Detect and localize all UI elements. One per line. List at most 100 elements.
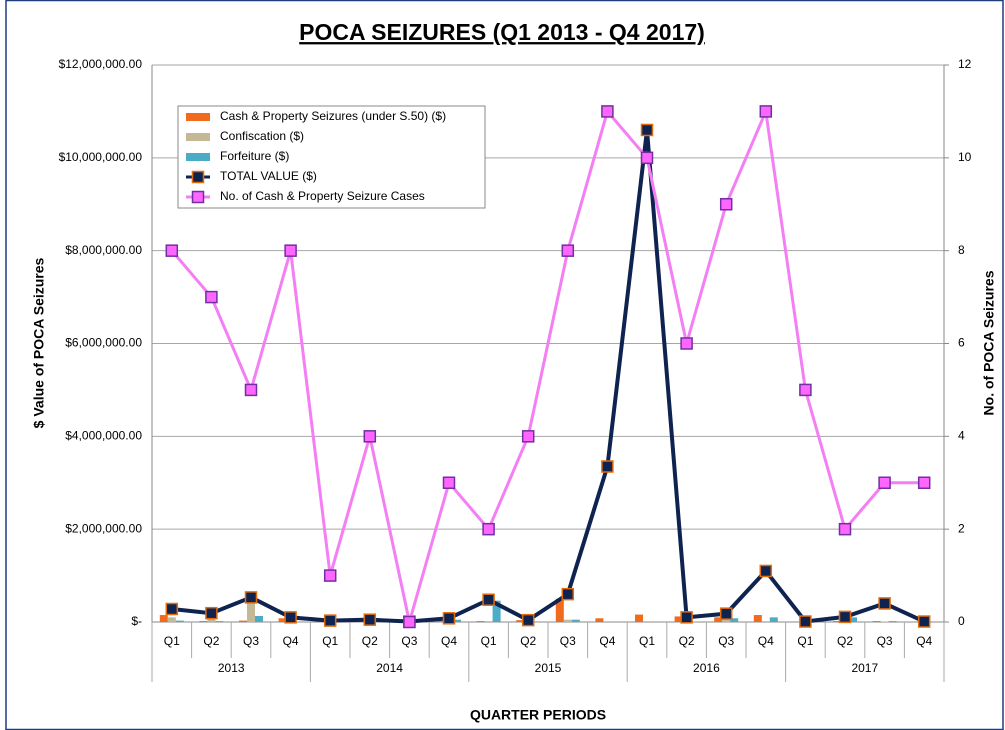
y-tick-label: $2,000,000.00 — [65, 521, 142, 535]
marker — [521, 613, 535, 627]
marker — [838, 610, 852, 624]
legend-marker — [191, 190, 205, 204]
marker — [442, 612, 456, 625]
bar — [571, 619, 580, 622]
marker — [165, 602, 179, 616]
bar — [215, 621, 224, 622]
marker — [719, 607, 733, 620]
marker — [403, 615, 416, 629]
marker — [284, 611, 297, 624]
bar — [849, 617, 857, 622]
x-tick-label: Q1 — [639, 634, 655, 648]
x-tick-label: Q3 — [877, 634, 893, 648]
x-tick-label: Q3 — [718, 634, 734, 648]
bar — [595, 618, 604, 622]
marker — [521, 430, 535, 443]
bar — [453, 619, 461, 622]
y2-tick-label: 6 — [958, 336, 965, 350]
year-label: 2015 — [535, 661, 562, 675]
y2-tick-label: 4 — [958, 429, 965, 443]
x-tick-label: Q4 — [758, 634, 774, 648]
marker — [165, 244, 179, 257]
bar — [492, 600, 501, 622]
marker — [323, 614, 337, 627]
bar — [476, 621, 485, 622]
x-tick-label: Q1 — [164, 634, 180, 648]
marker — [838, 522, 852, 536]
bar — [722, 619, 731, 622]
year-label: 2013 — [218, 661, 245, 675]
year-label: 2017 — [851, 661, 878, 675]
y-tick-label: $4,000,000.00 — [65, 429, 142, 443]
y-tick-label: $12,000,000.00 — [59, 57, 143, 71]
marker — [284, 244, 297, 257]
marker — [917, 615, 931, 628]
marker — [561, 244, 575, 257]
bar — [833, 621, 841, 622]
y-tick-label: $- — [131, 614, 142, 628]
bar — [555, 598, 564, 622]
marker — [244, 591, 258, 604]
marker — [799, 615, 812, 628]
bar — [278, 618, 287, 622]
legend-label: Forfeiture ($) — [220, 149, 289, 163]
marker — [878, 476, 891, 489]
marker — [759, 564, 773, 578]
x-tick-label: Q1 — [481, 634, 497, 648]
line-series — [170, 105, 925, 623]
x-tick-label: Q3 — [560, 634, 576, 648]
bar — [516, 620, 525, 622]
x-tick-label: Q3 — [401, 634, 417, 648]
year-label: 2014 — [376, 661, 403, 675]
legend-swatch — [186, 133, 210, 141]
marker — [363, 613, 377, 626]
legend-marker — [191, 170, 205, 184]
bar — [753, 615, 762, 622]
x-tick-label: Q4 — [441, 634, 457, 648]
y2-tick-label: 0 — [958, 614, 965, 628]
x-tick-label: Q4 — [916, 634, 932, 648]
marker — [482, 593, 495, 606]
marker — [244, 383, 258, 397]
marker — [680, 611, 693, 624]
marker — [917, 476, 931, 489]
y2-tick-label: 8 — [958, 243, 965, 257]
bar — [175, 620, 184, 622]
y-tick-label: $10,000,000.00 — [59, 150, 143, 164]
bar — [247, 603, 255, 622]
marker — [205, 606, 218, 620]
bar — [769, 617, 778, 622]
bar — [714, 617, 723, 622]
bar — [167, 617, 176, 622]
x-tick-label: Q4 — [599, 634, 615, 648]
x-tick-label: Q2 — [837, 634, 853, 648]
marker — [680, 337, 693, 350]
legend-swatch — [186, 113, 210, 121]
x-axis-label: QUARTER PERIODS — [470, 707, 606, 723]
line-series — [171, 129, 926, 624]
x-tick-label: Q4 — [283, 634, 299, 648]
year-label: 2016 — [693, 661, 720, 675]
bar — [635, 614, 643, 622]
marker — [640, 151, 654, 165]
x-tick-label: Q2 — [362, 634, 378, 648]
legend-box — [177, 105, 486, 209]
marker — [561, 587, 575, 601]
x-tick-label: Q3 — [243, 634, 259, 648]
marker — [205, 290, 218, 304]
x-tick-label: Q2 — [203, 634, 219, 648]
bar — [199, 621, 208, 622]
bar — [872, 621, 881, 622]
marker — [719, 198, 733, 211]
bar — [255, 615, 263, 622]
marker — [799, 383, 812, 397]
legend-label: No. of Cash & Property Seizure Cases — [220, 189, 425, 203]
marker — [442, 476, 456, 489]
legend: Cash & Property Seizures (under S.50) ($… — [177, 105, 486, 209]
x-tick-label: Q2 — [679, 634, 695, 648]
marker — [601, 460, 614, 473]
bar — [730, 618, 739, 622]
x-tick-label: Q2 — [520, 634, 536, 648]
y-tick-label: $8,000,000.00 — [65, 243, 142, 257]
